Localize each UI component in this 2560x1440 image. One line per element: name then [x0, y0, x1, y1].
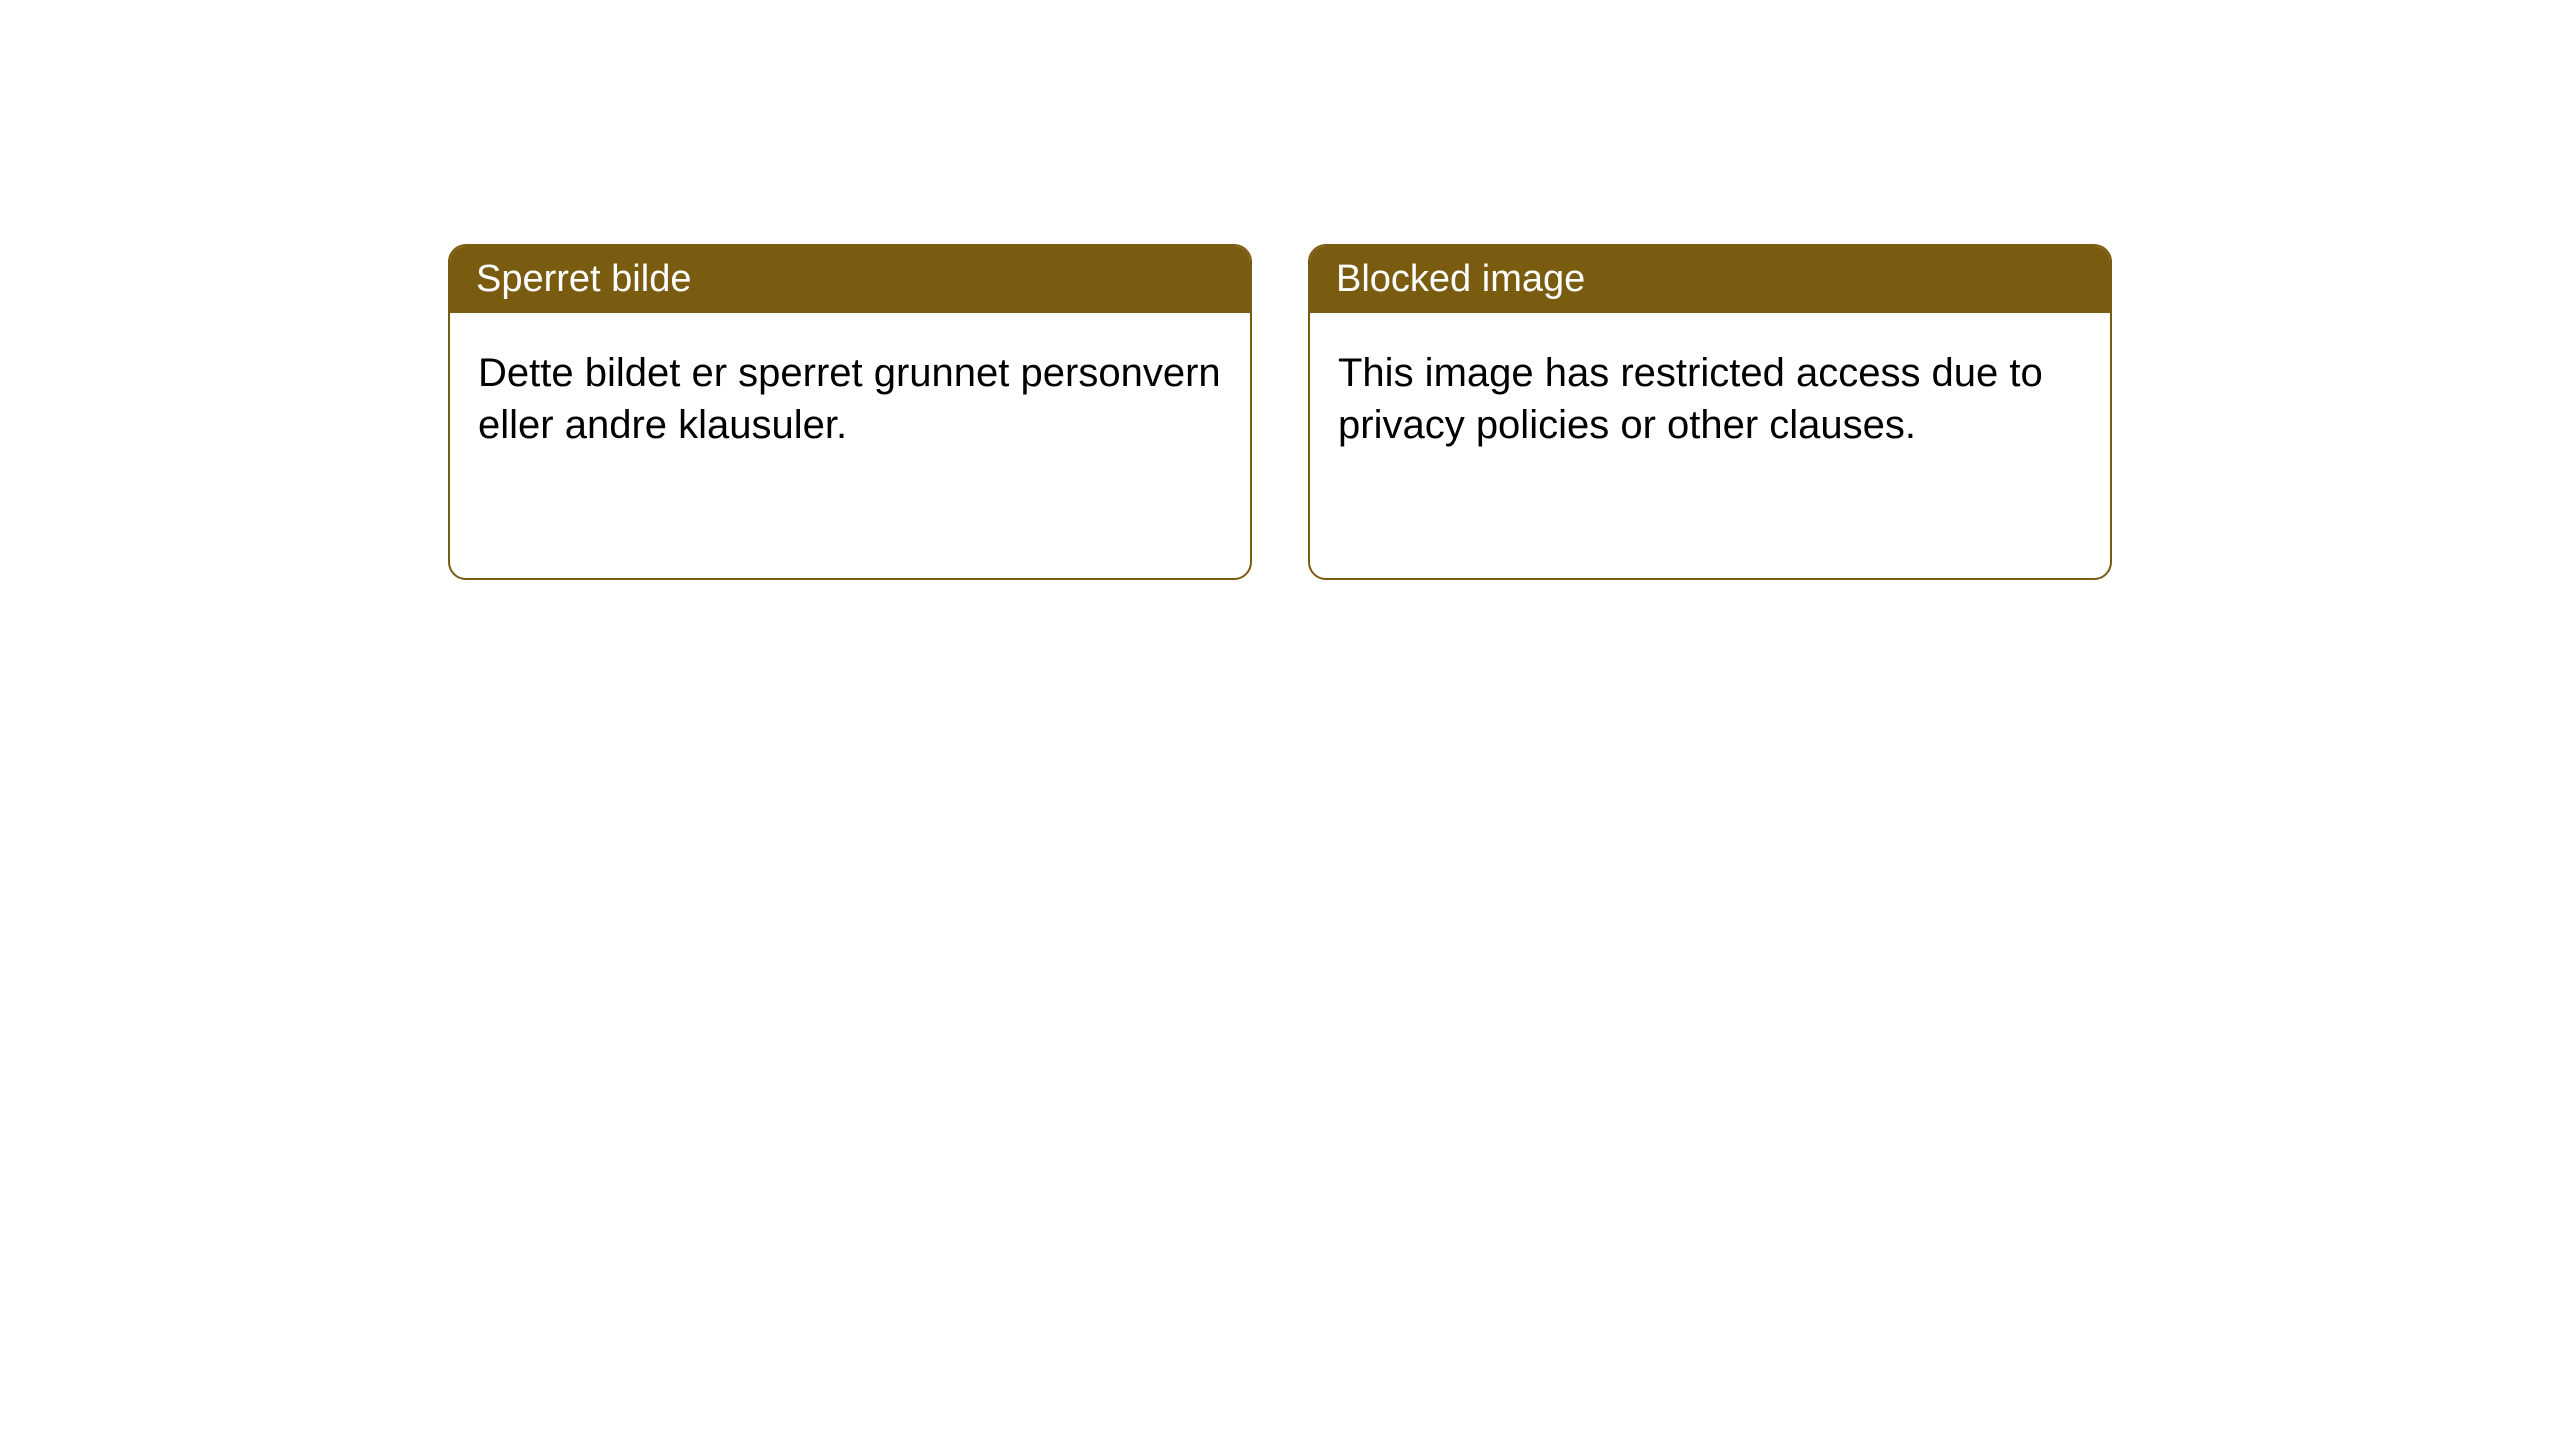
- card-body: Dette bildet er sperret grunnet personve…: [450, 313, 1250, 485]
- notice-card-english: Blocked image This image has restricted …: [1308, 244, 2112, 580]
- card-header: Sperret bilde: [450, 246, 1250, 313]
- card-header-text: Blocked image: [1336, 258, 1585, 300]
- card-header-text: Sperret bilde: [476, 258, 691, 300]
- card-body-text: Dette bildet er sperret grunnet personve…: [478, 351, 1221, 447]
- card-body-text: This image has restricted access due to …: [1338, 351, 2043, 447]
- notice-card-norwegian: Sperret bilde Dette bildet er sperret gr…: [448, 244, 1252, 580]
- card-header: Blocked image: [1310, 246, 2110, 313]
- notice-container: Sperret bilde Dette bildet er sperret gr…: [0, 0, 2560, 580]
- card-body: This image has restricted access due to …: [1310, 313, 2110, 485]
